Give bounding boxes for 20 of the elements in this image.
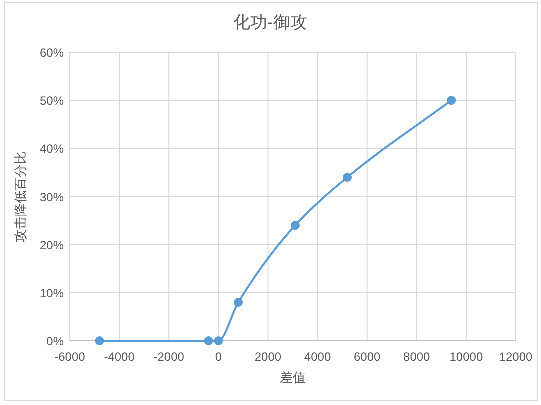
x-tick-label: 0 bbox=[215, 350, 222, 364]
x-tick-label: 12000 bbox=[499, 350, 533, 364]
x-tick-label: -6000 bbox=[54, 350, 86, 364]
y-tick-label: 40% bbox=[40, 142, 64, 156]
y-tick-label: 60% bbox=[40, 46, 64, 60]
y-tick-label: 0% bbox=[46, 334, 64, 348]
x-axis-title: 差值 bbox=[280, 370, 306, 385]
y-tick-label: 10% bbox=[40, 286, 64, 300]
x-tick-label: 10000 bbox=[450, 350, 484, 364]
y-tick-label: 20% bbox=[40, 238, 64, 252]
title: 化功-御攻 bbox=[234, 13, 308, 32]
x-tick-label: 6000 bbox=[354, 350, 381, 364]
x-tick-label: 8000 bbox=[404, 350, 430, 364]
y-tick-label: 50% bbox=[40, 94, 64, 108]
x-tick-label: -4000 bbox=[104, 350, 135, 364]
y-axis-title: 攻击降低百分比 bbox=[13, 151, 28, 242]
x-tick-label: -2000 bbox=[154, 350, 184, 364]
x-tick-label: 2000 bbox=[254, 350, 282, 364]
y-tick-label: 30% bbox=[40, 190, 64, 204]
x-tick-label: 4000 bbox=[304, 350, 332, 364]
